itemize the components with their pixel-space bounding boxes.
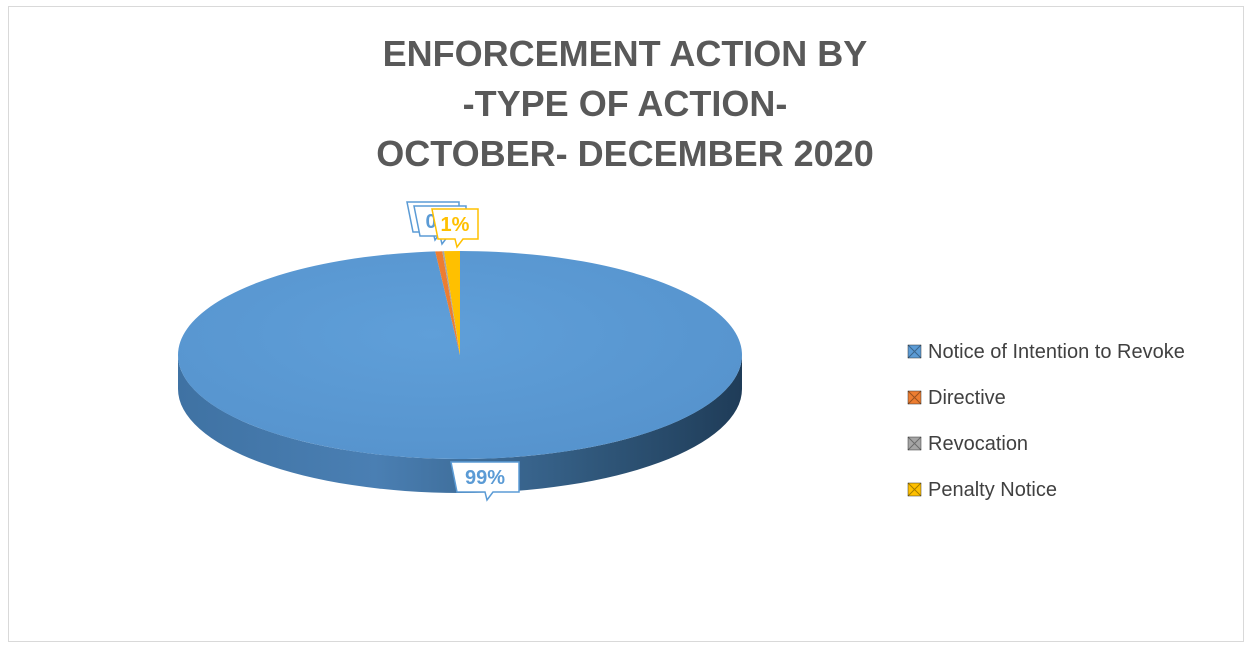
legend-item-notice-of-intention-to-revoke: Notice of Intention to Revoke <box>907 341 1185 363</box>
legend-swatch-notice-of-intention-to-revoke <box>907 344 922 359</box>
legend: Notice of Intention to Revoke Directive Re… <box>907 341 1185 501</box>
chart-title-line-2: -TYPE OF ACTION- <box>463 83 788 124</box>
data-label-penalty-notice: 1% <box>431 208 479 249</box>
pie-slice-notice-of-intention-to-revoke <box>177 251 742 460</box>
pie-slice-revocation <box>442 251 460 355</box>
legend-swatch-directive <box>907 390 922 405</box>
pie-group: 0%0%1%99% <box>177 201 742 502</box>
legend-item-revocation: Revocation <box>907 433 1028 455</box>
data-label-notice-of-intention-to-revoke: 99% <box>450 461 520 502</box>
legend-label-directive: Directive <box>928 387 1006 409</box>
legend-item-penalty-notice: Penalty Notice <box>907 479 1057 501</box>
legend-swatch-revocation <box>907 436 922 451</box>
legend-item-directive: Directive <box>907 387 1006 409</box>
legend-label-revocation: Revocation <box>928 433 1028 455</box>
pie-slice-penalty-notice <box>444 251 460 355</box>
data-label-notice-of-intention-to-revoke-text: 99% <box>465 467 505 489</box>
legend-swatch-penalty-notice <box>907 482 922 497</box>
chart-title-line-3: OCTOBER- DECEMBER 2020 <box>376 133 873 174</box>
pie-side-notice-of-intention-to-revoke <box>178 355 742 493</box>
legend-label-penalty-notice: Penalty Notice <box>928 479 1057 501</box>
chart-title-line-1: ENFORCEMENT ACTION BY <box>383 33 868 74</box>
pie-slice-directive <box>435 251 460 355</box>
data-label-penalty-notice-text: 1% <box>441 214 470 236</box>
legend-label-notice-of-intention-to-revoke: Notice of Intention to Revoke <box>928 341 1185 363</box>
